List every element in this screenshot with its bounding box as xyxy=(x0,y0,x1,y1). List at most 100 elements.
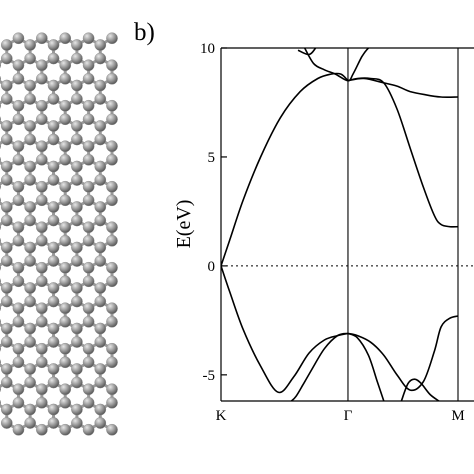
carbon-atom xyxy=(0,322,13,335)
y-tick-label: 0 xyxy=(208,259,216,275)
carbon-atom xyxy=(59,356,72,369)
carbon-atom xyxy=(24,255,36,267)
carbon-atom xyxy=(94,336,107,348)
carbon-atom xyxy=(36,342,48,355)
carbon-atom xyxy=(94,295,107,308)
carbon-atom xyxy=(36,140,48,153)
carbon-atom xyxy=(24,174,36,186)
carbon-atom xyxy=(0,282,13,294)
carbon-atom xyxy=(47,214,60,227)
carbon-atom xyxy=(47,363,60,375)
carbon-atom xyxy=(94,417,107,429)
carbon-atom xyxy=(106,72,118,85)
carbon-atom xyxy=(36,221,48,234)
carbon-atom xyxy=(82,153,95,166)
carbon-atom xyxy=(82,383,95,396)
carbon-atom xyxy=(71,120,83,132)
carbon-atom xyxy=(82,342,95,355)
carbon-atom xyxy=(0,102,1,109)
carbon-atom xyxy=(12,59,25,72)
carbon-atom xyxy=(24,160,36,173)
carbon-atom xyxy=(0,75,1,82)
band-structure-plot: 10 5 0 -5 K Γ M E(eV) xyxy=(173,41,474,424)
carbon-atom xyxy=(94,133,107,146)
carbon-atom xyxy=(71,133,83,146)
carbon-atom xyxy=(0,160,13,173)
carbon-atom xyxy=(12,180,25,193)
y-tick-label: -5 xyxy=(203,368,216,384)
carbon-atom xyxy=(0,52,13,65)
carbon-atom xyxy=(82,423,95,436)
carbon-atom xyxy=(0,359,1,366)
carbon-atom xyxy=(59,261,72,274)
carbon-atom xyxy=(47,282,60,294)
carbon-atom xyxy=(71,79,83,92)
carbon-atom xyxy=(94,282,107,294)
carbon-atom xyxy=(36,194,48,207)
carbon-atom xyxy=(94,160,107,173)
carbon-atom xyxy=(12,234,25,247)
carbon-atom xyxy=(94,120,107,132)
carbon-atom xyxy=(0,39,13,51)
carbon-atom xyxy=(12,356,25,369)
carbon-atom xyxy=(12,221,25,234)
carbon-atom xyxy=(36,423,48,436)
carbon-atom xyxy=(12,315,25,328)
carbon-atom xyxy=(59,315,72,328)
carbon-atom xyxy=(71,295,83,308)
carbon-atom xyxy=(24,79,36,92)
carbon-atom xyxy=(36,99,48,112)
carbon-atom xyxy=(82,221,95,234)
carbon-atom xyxy=(82,140,95,153)
carbon-atom xyxy=(71,174,83,186)
carbon-atom xyxy=(36,72,48,85)
carbon-atom xyxy=(106,180,118,193)
carbon-atom xyxy=(24,120,36,132)
carbon-atom xyxy=(59,221,72,234)
band-line-1 xyxy=(221,72,349,267)
carbon-atom xyxy=(94,93,107,105)
carbon-atom xyxy=(106,383,118,396)
carbon-atom xyxy=(47,403,60,416)
carbon-atom xyxy=(0,62,1,69)
carbon-atom xyxy=(71,201,83,213)
carbon-atom xyxy=(106,153,118,166)
carbon-atom xyxy=(94,241,107,254)
carbon-atom xyxy=(82,180,95,193)
graphene-flake-structure xyxy=(0,32,118,436)
carbon-atom xyxy=(12,32,25,45)
carbon-atom xyxy=(0,399,1,406)
carbon-atom xyxy=(59,180,72,193)
carbon-atom xyxy=(94,79,107,92)
carbon-atom xyxy=(12,423,25,436)
carbon-atom xyxy=(94,174,107,186)
carbon-atom xyxy=(12,153,25,166)
carbon-atom xyxy=(106,140,118,153)
carbon-atom xyxy=(71,241,83,254)
carbon-atom xyxy=(94,201,107,213)
carbon-atom xyxy=(71,52,83,65)
carbon-atom xyxy=(0,305,1,312)
carbon-atom xyxy=(82,302,95,315)
carbon-atom xyxy=(47,52,60,65)
carbon-atom xyxy=(12,72,25,85)
carbon-atom xyxy=(71,255,83,267)
carbon-atom xyxy=(0,116,1,123)
carbon-atom xyxy=(36,275,48,288)
carbon-atom xyxy=(106,342,118,355)
carbon-atom xyxy=(71,403,83,416)
carbon-atom xyxy=(47,120,60,132)
carbon-atom xyxy=(47,133,60,146)
carbon-atom xyxy=(106,315,118,328)
carbon-atom xyxy=(12,302,25,315)
carbon-atom xyxy=(0,156,1,163)
carbon-atom xyxy=(59,234,72,247)
carbon-atom xyxy=(47,79,60,92)
carbon-atom xyxy=(0,264,1,271)
carbon-atom xyxy=(71,93,83,105)
carbon-atom xyxy=(36,302,48,315)
carbon-atom xyxy=(106,396,118,409)
carbon-atom xyxy=(36,356,48,369)
carbon-atom xyxy=(24,322,36,335)
carbon-atom xyxy=(12,140,25,153)
